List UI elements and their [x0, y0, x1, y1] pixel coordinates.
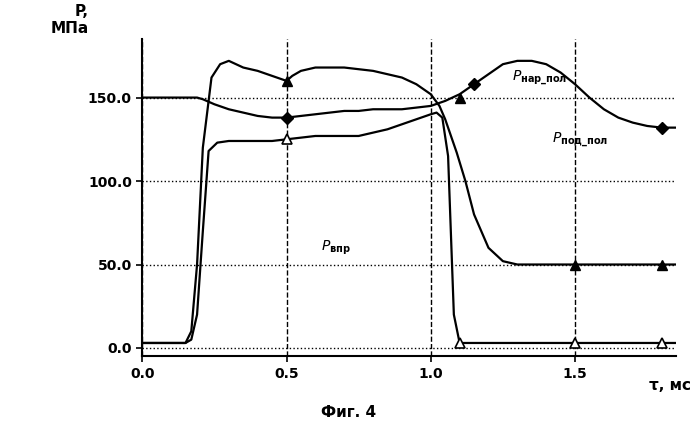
Text: $P_{\mathregular{под\_пол}}$: $P_{\mathregular{под\_пол}}$	[552, 130, 608, 149]
Text: τ, мс: τ, мс	[649, 378, 691, 393]
Text: $P_{\mathregular{нар\_пол}}$: $P_{\mathregular{нар\_пол}}$	[512, 68, 567, 87]
Text: Фиг. 4: Фиг. 4	[322, 405, 376, 420]
Text: $P_{\mathregular{впр}}$: $P_{\mathregular{впр}}$	[321, 239, 351, 257]
Y-axis label: P,
МПа: P, МПа	[51, 4, 89, 36]
